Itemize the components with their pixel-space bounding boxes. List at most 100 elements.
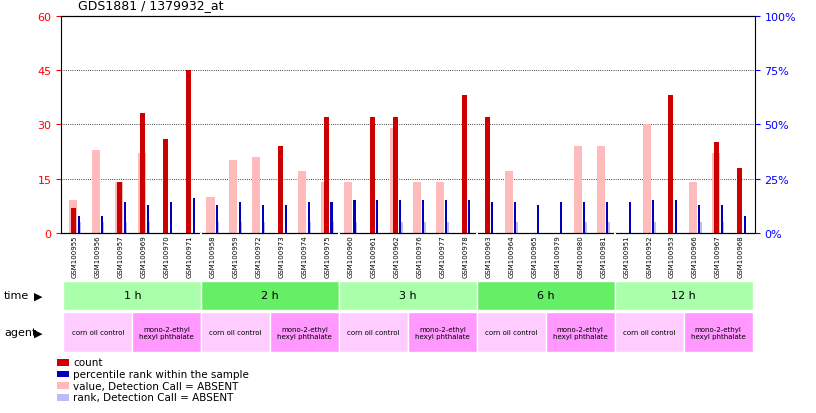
Text: GSM100970: GSM100970 <box>164 235 170 278</box>
Bar <box>252 157 260 233</box>
Text: rank, Detection Call = ABSENT: rank, Detection Call = ABSENT <box>73 392 234 402</box>
Text: GSM100977: GSM100977 <box>440 235 446 278</box>
Bar <box>614 313 684 352</box>
Text: GSM100967: GSM100967 <box>715 235 721 278</box>
Bar <box>102 223 104 233</box>
Bar <box>64 313 132 352</box>
Text: GSM100951: GSM100951 <box>623 235 629 277</box>
Bar <box>186 71 191 233</box>
Text: GSM100981: GSM100981 <box>601 235 606 278</box>
Text: GSM100960: GSM100960 <box>348 235 353 278</box>
Bar <box>215 205 218 233</box>
Bar <box>322 183 330 233</box>
Text: GSM100976: GSM100976 <box>416 235 423 278</box>
Text: mono-2-ethyl
hexyl phthalate: mono-2-ethyl hexyl phthalate <box>140 326 194 339</box>
Bar <box>689 183 697 233</box>
Bar <box>629 203 631 233</box>
Text: GSM100961: GSM100961 <box>370 235 376 278</box>
Bar <box>206 197 215 233</box>
Text: GSM100957: GSM100957 <box>118 235 124 277</box>
Text: agent: agent <box>4 328 37 337</box>
Text: mono-2-ethyl
hexyl phthalate: mono-2-ethyl hexyl phthalate <box>553 326 608 339</box>
Bar <box>339 313 408 352</box>
Text: mono-2-ethyl
hexyl phthalate: mono-2-ethyl hexyl phthalate <box>690 326 746 339</box>
Bar <box>462 96 467 233</box>
Bar <box>64 281 202 310</box>
Text: GSM100971: GSM100971 <box>187 235 193 278</box>
Text: GSM100980: GSM100980 <box>577 235 583 278</box>
Bar <box>614 281 752 310</box>
Bar <box>738 169 743 233</box>
Text: GSM100969: GSM100969 <box>141 235 147 278</box>
Text: GSM100974: GSM100974 <box>302 235 308 277</box>
Text: GSM100972: GSM100972 <box>255 235 262 277</box>
Text: corn oil control: corn oil control <box>72 330 124 335</box>
Bar <box>330 203 333 233</box>
Text: 12 h: 12 h <box>672 291 696 301</box>
Bar <box>262 205 264 233</box>
Bar <box>584 223 587 233</box>
Bar <box>124 203 126 233</box>
Text: 6 h: 6 h <box>537 291 555 301</box>
Bar <box>353 201 356 233</box>
Bar <box>140 114 145 233</box>
Bar <box>354 223 357 233</box>
Bar <box>505 172 513 233</box>
Bar <box>285 205 286 233</box>
Bar <box>424 223 426 233</box>
Bar <box>514 203 517 233</box>
Bar <box>574 147 582 233</box>
Text: GSM100964: GSM100964 <box>508 235 514 277</box>
Text: GSM100963: GSM100963 <box>486 235 491 278</box>
Text: GSM100953: GSM100953 <box>669 235 675 277</box>
Bar <box>744 216 746 233</box>
Bar <box>436 183 444 233</box>
Bar <box>118 183 122 233</box>
Bar <box>491 203 494 233</box>
Text: time: time <box>4 291 29 301</box>
Text: percentile rank within the sample: percentile rank within the sample <box>73 369 250 379</box>
Bar <box>238 203 241 233</box>
Bar <box>721 205 723 233</box>
Bar <box>202 313 270 352</box>
Bar <box>263 223 265 233</box>
Bar <box>698 223 702 233</box>
Bar <box>643 125 651 233</box>
Bar <box>170 203 172 233</box>
Bar <box>714 143 720 233</box>
Bar <box>477 281 614 310</box>
Bar <box>477 313 546 352</box>
Text: GSM100955: GSM100955 <box>72 235 78 277</box>
Text: GSM100952: GSM100952 <box>646 235 652 277</box>
Bar <box>339 281 477 310</box>
Bar <box>668 96 673 233</box>
Text: GSM100959: GSM100959 <box>233 235 239 277</box>
Bar <box>413 183 421 233</box>
Bar <box>229 161 237 233</box>
Bar <box>485 118 490 233</box>
Bar <box>299 172 306 233</box>
Bar <box>193 199 195 233</box>
Bar <box>560 203 562 233</box>
Text: corn oil control: corn oil control <box>623 330 676 335</box>
Bar <box>400 223 403 233</box>
Bar <box>537 205 539 233</box>
Bar <box>583 203 585 233</box>
Bar <box>370 118 375 233</box>
Text: ▶: ▶ <box>34 328 42 337</box>
Bar <box>163 140 168 233</box>
Bar <box>148 223 150 233</box>
Bar <box>71 208 77 233</box>
Text: GSM100975: GSM100975 <box>325 235 330 277</box>
Bar <box>101 216 103 233</box>
Bar <box>606 203 608 233</box>
Bar <box>653 223 655 233</box>
Bar <box>91 150 100 233</box>
Text: GSM100968: GSM100968 <box>738 235 744 278</box>
Text: GDS1881 / 1379932_at: GDS1881 / 1379932_at <box>78 0 223 12</box>
Bar <box>216 223 220 233</box>
Text: value, Detection Call = ABSENT: value, Detection Call = ABSENT <box>73 381 239 391</box>
Bar <box>408 313 477 352</box>
Text: corn oil control: corn oil control <box>210 330 262 335</box>
Bar <box>308 203 309 233</box>
